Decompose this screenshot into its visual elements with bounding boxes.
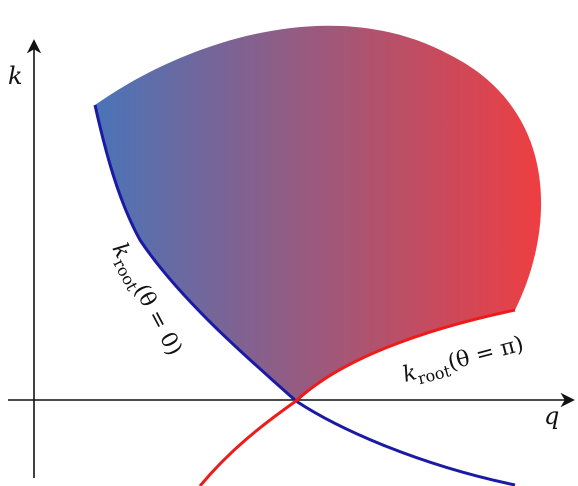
horizontal-axis-label: q bbox=[544, 402, 559, 430]
label-subscript: root bbox=[416, 361, 454, 388]
label-argument: (θ = 0) bbox=[129, 280, 187, 360]
vertical-axis-label: k bbox=[8, 62, 23, 90]
svg-text:kroot(θ = π): kroot(θ = π) bbox=[400, 332, 527, 392]
curve-theta-pi-label: kroot(θ = π) bbox=[400, 332, 527, 392]
shaded-region bbox=[95, 25, 542, 401]
curve-theta-pi bbox=[198, 308, 516, 486]
label-symbol: k bbox=[400, 360, 419, 388]
curve-theta-zero bbox=[93, 104, 516, 486]
label-argument: (θ = π) bbox=[445, 332, 526, 376]
